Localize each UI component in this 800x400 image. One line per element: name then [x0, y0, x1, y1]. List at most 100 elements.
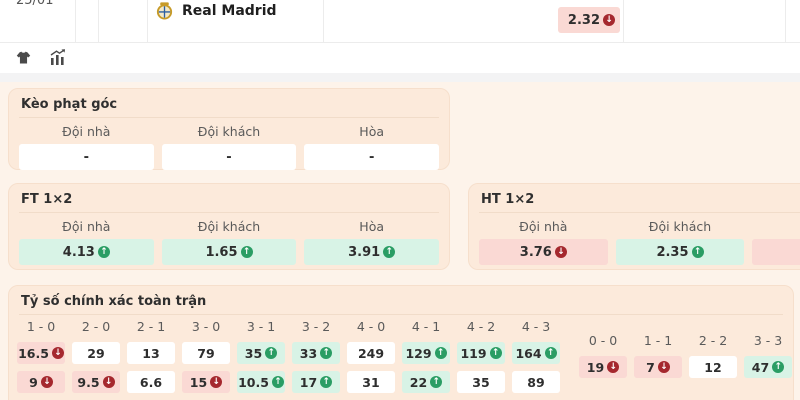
panel-ft-1x2: FT 1×2 Đội nhà Đội khách Hòa 4.13 ↑ 1.65 ↑ 3.9… — [8, 183, 450, 270]
odds-value: 47 — [751, 359, 770, 375]
odds-value: 89 — [527, 374, 545, 390]
panel-title: Tỷ số chính xác toàn trận — [19, 286, 783, 315]
odds-value: 10.5 — [238, 374, 269, 390]
odds-value: 129 — [405, 345, 432, 361]
odds-cell[interactable]: - — [19, 144, 154, 170]
odds-cell[interactable]: 12 — [689, 356, 737, 378]
trend-down-icon: ↓ — [210, 376, 223, 388]
team-cell[interactable]: Real Madrid — [155, 1, 277, 20]
odds-cell[interactable]: 15 ↓ — [182, 371, 230, 393]
trend-down-icon: ↓ — [657, 361, 670, 373]
column-divider — [623, 0, 624, 42]
trend-down-icon: ↓ — [102, 376, 115, 388]
column-header: Đội nhà — [519, 219, 568, 234]
column-header: 4 - 2 — [466, 319, 496, 334]
column-headers-row: Đội nhà Đội khách — [469, 213, 800, 239]
odds-value: 164 — [515, 345, 542, 361]
odds-value: - — [83, 149, 90, 165]
trend-up-icon: ↑ — [772, 361, 785, 373]
odds-row: --- — [9, 144, 449, 170]
odds-cell[interactable]: - — [161, 144, 297, 170]
column-headers-row: Đội nhà Đội khách Hòa — [9, 118, 449, 144]
odds-value: 33 — [299, 345, 318, 361]
trend-down-icon: ↓ — [40, 376, 53, 388]
odds-cell[interactable]: 3.76 ↓ — [479, 239, 608, 265]
odds-cell[interactable]: 16.5 ↓ — [17, 342, 65, 364]
odds-cell[interactable]: 29 — [72, 342, 120, 364]
column-divider — [147, 0, 148, 42]
odds-cell[interactable]: 35 — [457, 371, 505, 393]
odds-value: 2.35 — [656, 244, 689, 260]
odds-cell[interactable]: 9 ↓ — [17, 371, 65, 393]
odds-cell[interactable]: 129 ↑ — [402, 342, 450, 364]
odds-cell[interactable]: 119 ↑ — [457, 342, 505, 364]
panel-title: Kèo phạt góc — [19, 89, 439, 118]
odds-value: 2.32 — [567, 12, 600, 28]
odds-value: 4.13 — [62, 244, 95, 260]
odds-cell[interactable]: 19 ↓ — [579, 356, 627, 378]
odds-cell[interactable]: 89 — [512, 371, 560, 393]
team-name: Real Madrid — [182, 2, 277, 19]
trend-down-icon: ↓ — [607, 361, 620, 373]
odds-value: 3.76 — [519, 244, 552, 260]
score-grids: 1 - 0 2 - 0 2 - 1 3 - 0 3 - 1 3 - 2 4 - 0 4 - 1… — [9, 315, 793, 393]
odds-cell[interactable]: 6.6 — [127, 371, 175, 393]
odds-cell[interactable]: 3.91 ↑ — [304, 239, 439, 265]
odds-cell[interactable]: 7 ↓ — [634, 356, 682, 378]
column-header: 2 - 0 — [81, 319, 111, 334]
odds-cell[interactable]: 1.65 ↑ — [161, 239, 297, 265]
odds-cell[interactable]: 2.32 ↓ — [558, 7, 620, 33]
odds-cell[interactable]: 10.5 ↑ — [237, 371, 285, 393]
odds-value: 249 — [357, 345, 385, 361]
column-header: Đội nhà — [62, 219, 111, 234]
odds-cell[interactable]: 164 ↑ — [512, 342, 560, 364]
odds-cell[interactable]: 33 ↑ — [292, 342, 340, 364]
odds-cell[interactable]: ↓ — [752, 239, 800, 265]
odds-value: 22 — [409, 374, 428, 390]
odds-cell[interactable]: 249 — [347, 342, 395, 364]
odds-cell[interactable]: 47 ↑ — [744, 356, 792, 378]
trend-up-icon: ↑ — [320, 347, 333, 359]
column-header: 1 - 0 — [26, 319, 56, 334]
odds-value: - — [368, 149, 375, 165]
trend-up-icon: ↑ — [383, 246, 396, 258]
trend-down-icon: ↓ — [603, 14, 615, 26]
trend-up-icon: ↑ — [265, 347, 278, 359]
odds-cell[interactable]: 13 — [127, 342, 175, 364]
column-header: 4 - 0 — [356, 319, 386, 334]
odds-cell[interactable]: 35 ↑ — [237, 342, 285, 364]
trend-down-icon: ↓ — [51, 347, 64, 359]
odds-cell[interactable]: 22 ↑ — [402, 371, 450, 393]
stats-icon[interactable] — [48, 48, 68, 68]
column-divider — [75, 0, 76, 42]
panel-corner-odds: Kèo phạt góc Đội nhà Đội khách Hòa - - - — [8, 88, 450, 170]
jersey-icon[interactable] — [13, 48, 33, 68]
odds-value: 16.5 — [18, 345, 49, 361]
column-header: 3 - 0 — [191, 319, 221, 334]
trend-up-icon: ↑ — [430, 376, 443, 388]
odds-value: 119 — [460, 345, 487, 361]
match-date: 25/01 — [16, 0, 54, 8]
odds-cell[interactable]: 17 ↑ — [292, 371, 340, 393]
column-header: Đội khách — [648, 219, 712, 234]
odds-value: 13 — [142, 345, 160, 361]
column-header: 4 - 3 — [521, 319, 551, 334]
odds-cell[interactable]: - — [304, 144, 439, 170]
odds-value: 79 — [197, 345, 215, 361]
panel-correct-score: Tỷ số chính xác toàn trận 1 - 0 2 - 0 2 - … — [8, 285, 794, 400]
odds-value: 12 — [704, 359, 722, 375]
column-divider — [785, 0, 786, 42]
odds-value: 17 — [299, 374, 318, 390]
odds-cell[interactable]: 31 — [347, 371, 395, 393]
odds-cell[interactable]: 2.35 ↑ — [615, 239, 745, 265]
column-header: Hòa — [359, 219, 385, 234]
column-divider — [323, 0, 324, 42]
column-header: 1 - 1 — [643, 333, 673, 348]
column-header: 2 - 2 — [698, 333, 728, 348]
odds-cell[interactable]: 9.5 ↓ — [72, 371, 120, 393]
trend-up-icon: ↑ — [320, 376, 333, 388]
odds-toolbar — [0, 42, 800, 73]
odds-cell[interactable]: 79 — [182, 342, 230, 364]
odds-cell[interactable]: 4.13 ↑ — [19, 239, 154, 265]
